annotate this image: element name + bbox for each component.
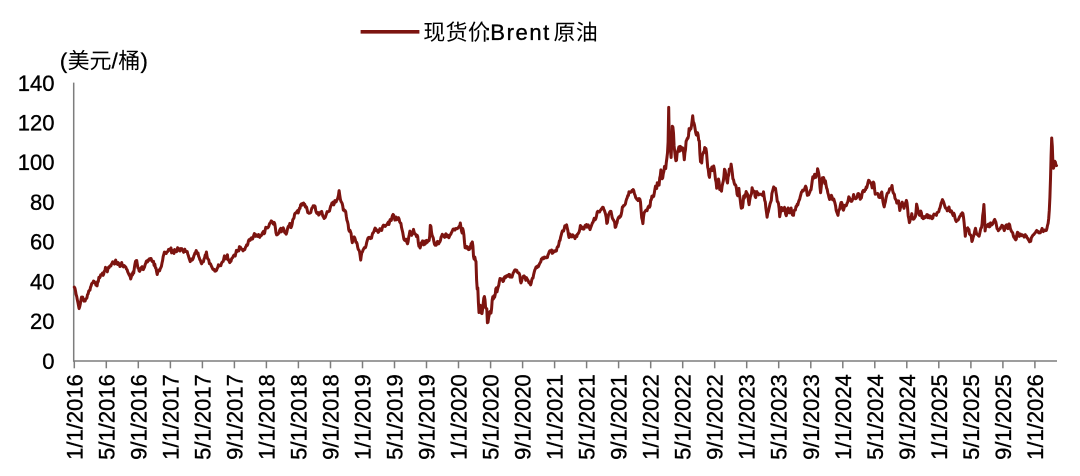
svg-text:9/1/2019: 9/1/2019 (415, 374, 440, 460)
svg-text:9/1/2025: 9/1/2025 (991, 374, 1016, 460)
svg-text:5/1/2021: 5/1/2021 (575, 374, 600, 460)
svg-text:9/1/2018: 9/1/2018 (319, 374, 344, 460)
svg-text:1/1/2021: 1/1/2021 (543, 374, 568, 460)
svg-text:5/1/2022: 5/1/2022 (671, 374, 696, 460)
svg-text:5/1/2018: 5/1/2018 (286, 374, 311, 460)
svg-text:1/1/2016: 1/1/2016 (62, 374, 87, 460)
svg-text:120: 120 (18, 111, 55, 136)
svg-text:1/1/2018: 1/1/2018 (254, 374, 279, 460)
svg-text:5/1/2020: 5/1/2020 (479, 374, 504, 460)
svg-text:1/1/2022: 1/1/2022 (639, 374, 664, 460)
svg-text:80: 80 (30, 190, 54, 215)
svg-text:): ) (141, 48, 148, 73)
svg-text::: : (485, 20, 491, 45)
svg-text:1/1/2026: 1/1/2026 (1023, 374, 1048, 460)
svg-text:9/1/2024: 9/1/2024 (895, 374, 920, 460)
svg-text:/: / (112, 48, 119, 73)
svg-text:9/1/2022: 9/1/2022 (703, 374, 728, 460)
svg-text:5/1/2024: 5/1/2024 (863, 374, 888, 460)
svg-text:9/1/2021: 9/1/2021 (607, 374, 632, 460)
svg-text:1/1/2024: 1/1/2024 (831, 374, 856, 460)
svg-text:9/1/2020: 9/1/2020 (511, 374, 536, 460)
svg-text:9/1/2023: 9/1/2023 (799, 374, 824, 460)
svg-text:40: 40 (30, 269, 54, 294)
svg-text:1/1/2019: 1/1/2019 (351, 374, 376, 460)
svg-text:5/1/2023: 5/1/2023 (767, 374, 792, 460)
svg-text:1/1/2020: 1/1/2020 (447, 374, 472, 460)
svg-text:5/1/2019: 5/1/2019 (383, 374, 408, 460)
svg-text:5/1/2017: 5/1/2017 (190, 374, 215, 460)
svg-text:(: ( (60, 48, 68, 73)
svg-text:100: 100 (18, 150, 55, 175)
svg-text:9/1/2016: 9/1/2016 (126, 374, 151, 460)
svg-text:140: 140 (18, 71, 55, 96)
svg-text:0: 0 (42, 349, 54, 374)
svg-text:1/1/2017: 1/1/2017 (158, 374, 183, 460)
svg-text:5/1/2016: 5/1/2016 (94, 374, 119, 460)
svg-text:1/1/2023: 1/1/2023 (735, 374, 760, 460)
svg-text:20: 20 (30, 309, 54, 334)
svg-text:60: 60 (30, 230, 54, 255)
svg-text:1/1/2025: 1/1/2025 (927, 374, 952, 460)
svg-text:5/1/2025: 5/1/2025 (959, 374, 984, 460)
svg-text:Brent: Brent (490, 20, 551, 45)
svg-text:9/1/2017: 9/1/2017 (222, 374, 247, 460)
